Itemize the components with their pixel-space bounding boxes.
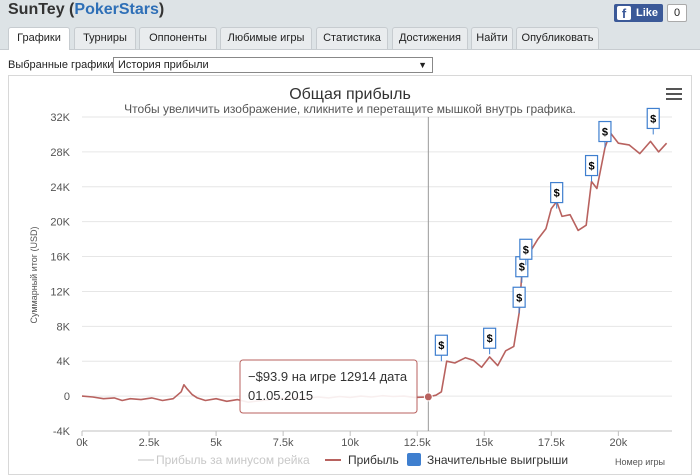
tab-favorite-games[interactable]: Любимые игры — [220, 27, 312, 49]
page-header: SunTey (PokerStars) f Like 0 — [0, 0, 700, 24]
tab-publish[interactable]: Опубликовать — [516, 27, 599, 49]
facebook-icon: f — [617, 6, 631, 21]
tab-tournaments[interactable]: Турниры — [74, 27, 136, 49]
tab-graphs[interactable]: Графики — [8, 27, 70, 50]
tab-search[interactable]: Найти — [471, 27, 513, 49]
tab-achievements[interactable]: Достижения — [392, 27, 468, 49]
like-label: Like — [636, 7, 659, 19]
graph-selector[interactable]: История прибыли ▼ — [113, 57, 433, 73]
chart-container — [8, 75, 692, 475]
dropdown-arrow-icon: ▼ — [418, 60, 427, 70]
graph-selector-value: История прибыли — [118, 59, 209, 71]
tab-statistics[interactable]: Статистика — [316, 27, 388, 49]
site-link[interactable]: PokerStars — [74, 1, 159, 18]
player-name: SunTey — [8, 1, 65, 18]
chart-menu-icon[interactable] — [666, 88, 682, 100]
like-count: 0 — [667, 4, 687, 22]
tab-opponents[interactable]: Оппоненты — [139, 27, 217, 49]
player-title: SunTey (PokerStars) — [8, 1, 165, 18]
facebook-like-button[interactable]: f Like — [614, 4, 663, 22]
graph-selector-label: Выбранные графики: — [8, 59, 117, 71]
